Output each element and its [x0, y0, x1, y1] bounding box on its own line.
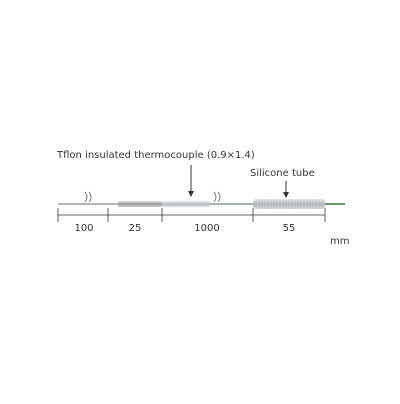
callout-insulation: Tflon insulated thermocouple (0.9×1.4) [56, 150, 255, 161]
arrow-head [283, 192, 289, 198]
dimension: 55 [283, 223, 296, 234]
dimension-lines [57, 208, 326, 222]
dimension: 100 [74, 223, 93, 234]
dimension: 25 [129, 223, 142, 234]
arrow-head [188, 191, 194, 197]
unit: mm [330, 236, 349, 247]
break-marks [84, 191, 221, 203]
dimension: 1000 [194, 223, 219, 234]
probe [58, 199, 345, 209]
callout-tube: Silicone tube [250, 168, 315, 179]
